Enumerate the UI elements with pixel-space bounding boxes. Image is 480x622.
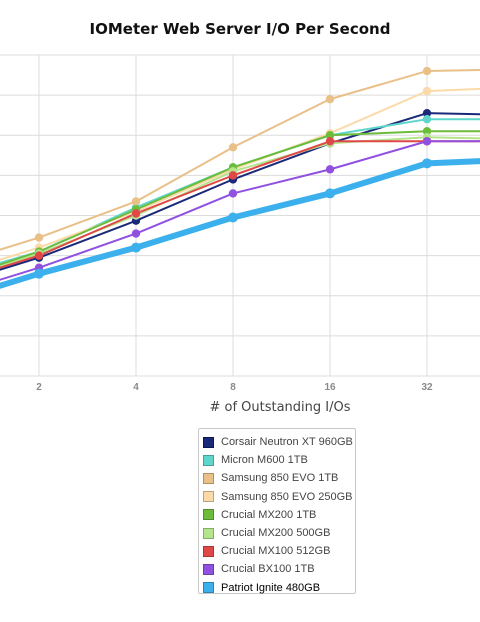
x-tick-label: 16 xyxy=(324,382,336,393)
series-lines xyxy=(0,68,480,289)
legend-item[interactable]: Crucial MX100 512GB xyxy=(203,542,355,560)
legend-label: Patriot Ignite 480GB xyxy=(221,581,321,594)
data-point[interactable] xyxy=(422,66,432,76)
x-tick-label: 4 xyxy=(133,382,139,393)
data-point[interactable] xyxy=(228,212,238,223)
gridlines xyxy=(0,54,480,377)
legend-item[interactable]: Micron M600 1TB xyxy=(203,451,355,469)
line-chart: 2 4 8 16 32 xyxy=(0,54,480,393)
data-point[interactable] xyxy=(228,171,238,180)
legend-item[interactable]: Samsung 850 EVO 1TB xyxy=(203,469,355,487)
data-point[interactable] xyxy=(325,131,335,140)
legend-swatch xyxy=(203,545,214,557)
legend-item[interactable]: Patriot Ignite 480GB xyxy=(203,579,355,597)
data-point[interactable] xyxy=(131,242,141,253)
x-tick-label: 8 xyxy=(230,382,236,393)
series-line xyxy=(0,87,480,261)
legend-item[interactable]: Corsair Neutron XT 960GB xyxy=(203,433,355,451)
data-point[interactable] xyxy=(422,137,432,146)
data-point[interactable] xyxy=(34,251,44,260)
data-point[interactable] xyxy=(131,229,141,238)
x-tick-labels: 2 4 8 16 32 xyxy=(36,382,433,393)
legend-label: Crucial BX100 1TB xyxy=(221,563,315,576)
data-point[interactable] xyxy=(131,197,141,206)
legend-swatch xyxy=(203,563,214,575)
legend-item[interactable]: Crucial BX100 1TB xyxy=(203,560,355,578)
legend-swatch xyxy=(203,527,214,539)
series-line xyxy=(0,130,480,266)
legend-swatch xyxy=(203,436,214,448)
legend-swatch xyxy=(203,509,214,521)
x-tick-label: 32 xyxy=(421,382,433,393)
legend-item[interactable]: Samsung 850 EVO 250GB xyxy=(203,488,355,506)
data-point[interactable] xyxy=(422,158,432,169)
legend-label: Crucial MX100 512GB xyxy=(221,545,331,558)
data-point[interactable] xyxy=(228,189,238,198)
data-point[interactable] xyxy=(325,137,335,146)
legend-label: Samsung 850 EVO 250GB xyxy=(221,490,353,503)
legend-label: Micron M600 1TB xyxy=(221,454,308,467)
data-point[interactable] xyxy=(422,108,432,118)
data-point[interactable] xyxy=(422,115,432,124)
data-point[interactable] xyxy=(34,268,44,279)
legend-label: Samsung 850 EVO 1TB xyxy=(221,472,339,485)
data-point[interactable] xyxy=(228,143,238,152)
data-point[interactable] xyxy=(325,94,335,104)
data-point[interactable] xyxy=(422,127,432,136)
data-point[interactable] xyxy=(131,209,141,218)
x-tick-label: 2 xyxy=(36,382,42,393)
data-point[interactable] xyxy=(325,188,335,199)
series-points xyxy=(34,66,432,279)
legend-item[interactable]: Crucial MX200 500GB xyxy=(203,524,355,542)
legend-swatch xyxy=(203,454,214,466)
legend-swatch xyxy=(203,491,214,503)
legend: Corsair Neutron XT 960GB Micron M600 1TB S… xyxy=(198,428,356,594)
legend-label: Crucial MX200 500GB xyxy=(221,527,331,540)
series-line xyxy=(0,158,480,289)
legend-swatch xyxy=(203,582,214,594)
data-point[interactable] xyxy=(422,86,432,96)
x-axis-label: # of Outstanding I/Os xyxy=(209,400,351,415)
data-point[interactable] xyxy=(325,165,335,174)
legend-label: Corsair Neutron XT 960GB xyxy=(221,436,353,449)
data-point[interactable] xyxy=(34,233,44,242)
legend-label: Crucial MX200 1TB xyxy=(221,508,317,521)
chart-title: IOMeter Web Server I/O Per Second xyxy=(89,20,391,38)
legend-item[interactable]: Crucial MX200 1TB xyxy=(203,506,355,524)
legend-swatch xyxy=(203,472,214,484)
